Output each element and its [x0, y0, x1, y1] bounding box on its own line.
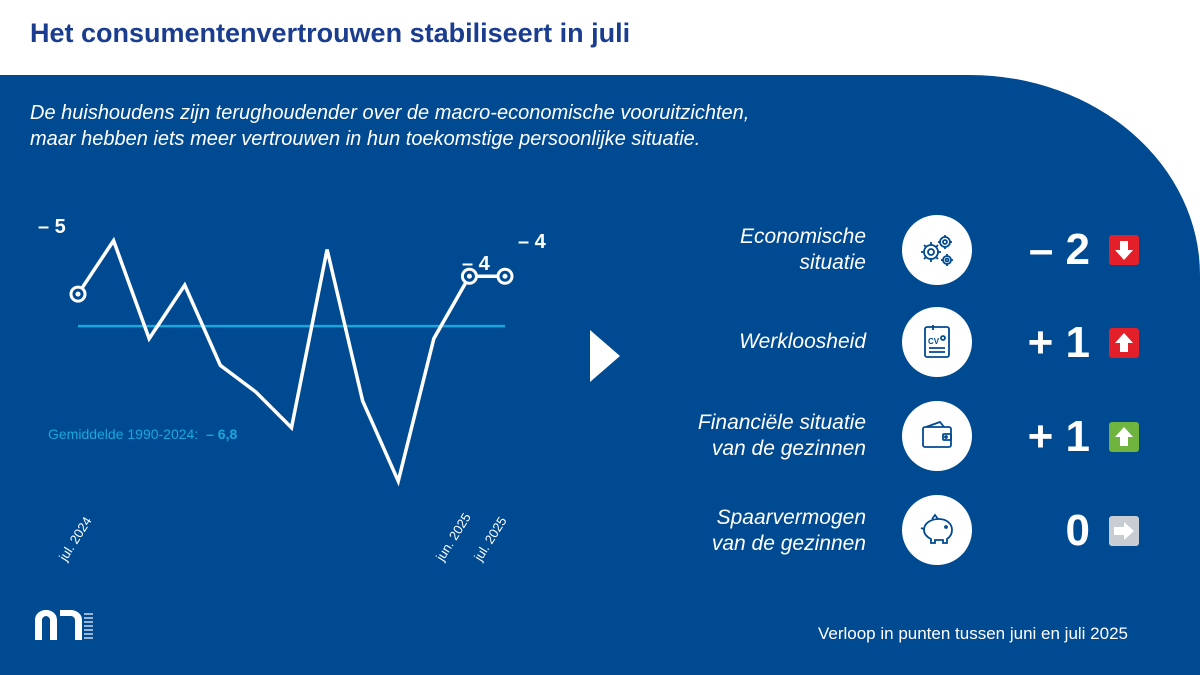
indicator-label-line: van de gezinnen [711, 532, 866, 555]
series-markers [69, 267, 514, 303]
average-label: Gemiddelde 1990-2024: – 6,8 [48, 426, 237, 442]
indicator-label-line: situatie [799, 251, 866, 274]
indicator-label-spaarvermogen: Spaarvermogen van de gezinnen [606, 505, 866, 557]
series-line [76, 236, 505, 487]
point-label-first: – 5 [38, 216, 66, 238]
indicator-value-spaarvermogen: 0 [1065, 506, 1090, 555]
indicator-value-economische-situatie: – 2 [1028, 225, 1090, 274]
nbb-logo-icon [33, 606, 95, 649]
confidence-line-chart: Gemiddelde 1990-2024: – 6,8 – 5 – 4 – 4 … [38, 216, 547, 564]
play-arrow-icon [590, 330, 620, 382]
indicator-value-werkloosheid: + 1 [1027, 318, 1090, 367]
x-tick-label-jun-2025: jun. 2025 [432, 510, 474, 564]
gears-icon [902, 215, 972, 285]
piggy-bank-icon [902, 495, 972, 565]
indicator-value-financiele-situatie: + 1 [1027, 412, 1090, 461]
subtitle-line-2: maar hebben iets meer vertrouwen in hun … [30, 128, 701, 150]
arrow-right-icon [1109, 516, 1139, 546]
indicator-label-economische-situatie: Economische situatie [606, 224, 866, 276]
indicator-label-line: Economische [739, 225, 866, 248]
indicator-label-werkloosheid: Werkloosheid [606, 329, 866, 355]
cv-document-icon: CV [902, 307, 972, 377]
average-value: – 6,8 [206, 426, 237, 442]
subtitle-line-1: De huishoudens zijn terughoudender over … [30, 102, 750, 124]
marker-jul-2024-dot [75, 291, 81, 297]
wallet-icon [902, 401, 972, 471]
point-label-jul: – 4 [518, 231, 547, 253]
svg-text:CV: CV [928, 337, 940, 346]
indicator-label-line: Financiële situatie [697, 411, 866, 434]
point-label-jun: – 4 [462, 253, 491, 275]
x-tick-label-jul-2025: jul. 2025 [470, 514, 509, 564]
subtitle: De huishoudens zijn terughoudender over … [30, 100, 850, 152]
page-title: Het consumentenvertrouwen stabiliseert i… [30, 18, 631, 48]
average-label-text: Gemiddelde 1990-2024: [48, 426, 198, 442]
indicator-label-line: Werkloosheid [739, 330, 866, 353]
arrow-down-icon [1109, 235, 1139, 265]
indicator-label-line: van de gezinnen [711, 437, 866, 460]
arrow-up-icon [1109, 422, 1139, 452]
indicator-label-line: Spaarvermogen [716, 506, 866, 529]
x-tick-label-jul-2024: jul. 2024 [55, 514, 94, 564]
arrow-up-icon [1109, 328, 1139, 358]
marker-jul-2025-dot [502, 273, 508, 279]
marker-jun-2025-dot [466, 273, 472, 279]
footer-note: Verloop in punten tussen juni en juli 20… [817, 624, 1128, 643]
indicator-label-financiele-situatie: Financiële situatie van de gezinnen [606, 410, 866, 462]
